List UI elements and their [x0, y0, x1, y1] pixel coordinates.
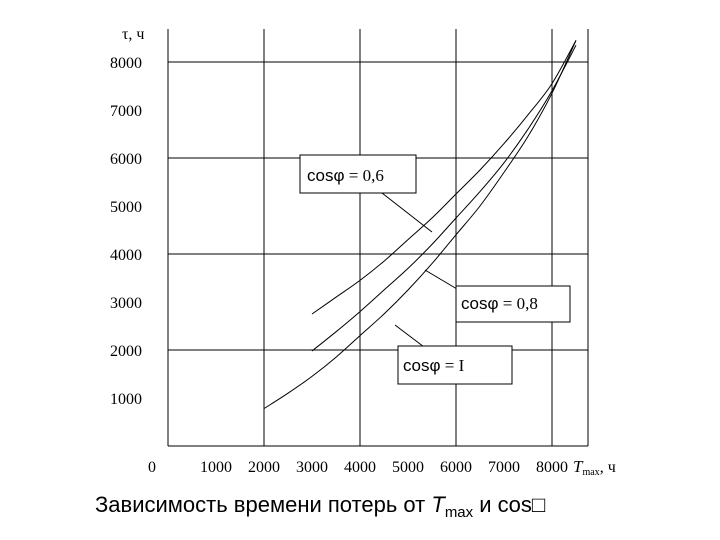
y-tick-label: 4000 — [110, 247, 142, 264]
curves — [263, 40, 577, 410]
y-tick-label: 8000 — [110, 55, 142, 72]
x-tick-label: 3000 — [296, 459, 328, 476]
x-tick-label: 7000 — [488, 459, 520, 476]
x-axis-label: Tmax, ч — [573, 457, 616, 478]
annotation-label: cosφ = 0,8 — [461, 294, 538, 313]
y-tick-label: 7000 — [110, 103, 142, 120]
y-axis-label: τ, ч — [122, 26, 144, 43]
x-axis-unit: , ч — [600, 459, 616, 476]
annotation-cos-06: cosφ = 0,6 — [299, 154, 417, 194]
series-line-cos-06 — [311, 40, 577, 315]
y-tick-label: 1000 — [110, 391, 142, 408]
x-tick-label: 6000 — [440, 459, 472, 476]
y-tick-label: 2000 — [110, 343, 142, 360]
annotation-box — [455, 285, 571, 323]
annotation-label: cosφ = I — [403, 356, 465, 375]
annotation-label: cosφ = 0,6 — [307, 166, 384, 185]
x-axis-subscript: max — [582, 467, 599, 478]
annotation-cos-08: cosφ = 0,8 — [455, 285, 571, 323]
x-tick-label: 1000 — [200, 459, 232, 476]
series-line-cos-08 — [311, 44, 577, 352]
x-tick-label: 2000 — [248, 459, 280, 476]
annotation-cos-1: cosφ = I — [397, 345, 513, 385]
leader-line-06 — [381, 192, 433, 233]
caption: Зависимость времени потерь от Tmax и cos… — [95, 492, 545, 521]
y-tick-label: 5000 — [110, 199, 142, 216]
tick-labels: 1000 2000 3000 4000 5000 6000 7000 8000 1000 2000… — [110, 55, 568, 476]
x-axis-symbol: T — [573, 457, 584, 476]
y-tick-label: 6000 — [110, 151, 142, 168]
x-tick-label: 8000 — [536, 459, 568, 476]
annotation-box — [299, 154, 417, 194]
x-tick-label: 5000 — [392, 459, 424, 476]
y-tick-label: 3000 — [110, 295, 142, 312]
grid — [167, 29, 589, 447]
annotation-box — [397, 345, 513, 385]
origin-label: 0 — [148, 459, 156, 476]
x-tick-label: 4000 — [344, 459, 376, 476]
series-line-cos-1 — [263, 40, 577, 410]
